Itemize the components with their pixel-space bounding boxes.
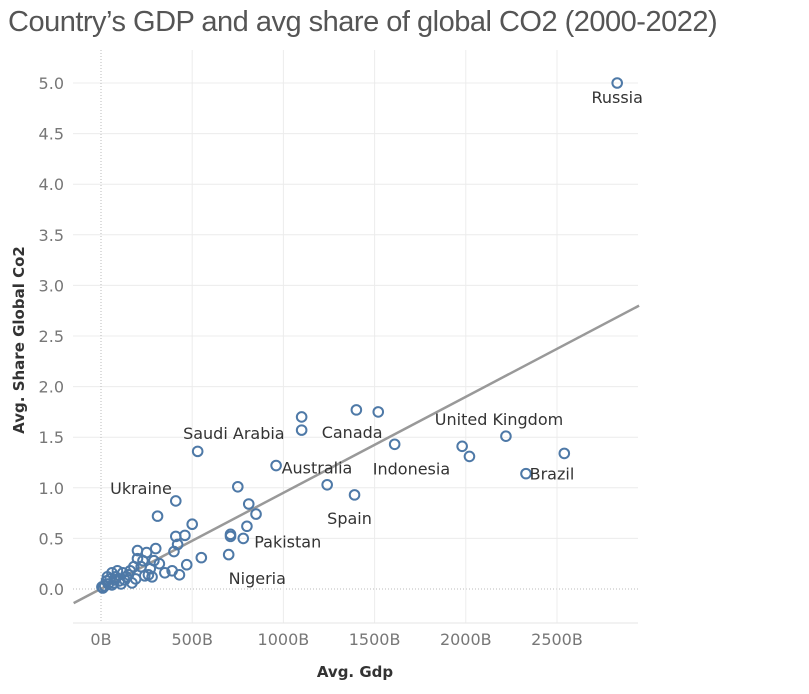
data-point bbox=[237, 532, 250, 545]
data-point bbox=[500, 430, 512, 442]
y-tick-label: 3.0 bbox=[39, 276, 64, 295]
point-label: Canada bbox=[322, 423, 383, 442]
point-label: Ukraine bbox=[110, 479, 172, 498]
data-point bbox=[348, 489, 361, 501]
x-tick-label: 2500B bbox=[531, 630, 583, 649]
x-tick-label: 1500B bbox=[349, 630, 401, 649]
x-axis-label: Avg. Gdp bbox=[317, 663, 394, 681]
y-tick-label: 4.0 bbox=[39, 175, 64, 194]
data-point bbox=[295, 424, 308, 436]
point-label: Brazil bbox=[530, 465, 575, 484]
data-point bbox=[232, 480, 244, 493]
y-tick-label: 2.5 bbox=[39, 327, 64, 346]
point-label: Indonesia bbox=[373, 460, 450, 479]
data-point bbox=[128, 560, 140, 573]
data-point bbox=[153, 557, 166, 570]
data-point bbox=[388, 438, 401, 451]
data-point bbox=[180, 558, 193, 571]
x-tick-label: 2000B bbox=[440, 630, 492, 649]
data-point bbox=[241, 520, 253, 533]
y-tick-label: 5.0 bbox=[39, 74, 64, 93]
data-point bbox=[295, 411, 308, 423]
data-point bbox=[101, 571, 114, 583]
data-point bbox=[520, 467, 532, 480]
axes: 0.0 0.5 1.0 1.5 2.0 2.5 3.0 3.5 4.0 4.5 5.0 0B 500B 1… bbox=[39, 74, 638, 649]
data-point bbox=[122, 569, 135, 581]
points-group bbox=[96, 77, 623, 594]
point-label: United Kingdom bbox=[435, 410, 563, 429]
y-tick-label: 0.5 bbox=[39, 529, 64, 548]
data-point bbox=[131, 544, 144, 557]
x-tick-label: 1000B bbox=[258, 630, 310, 649]
data-point bbox=[456, 440, 468, 453]
point-label: Russia bbox=[591, 88, 642, 107]
x-tick-label: 500B bbox=[171, 630, 213, 649]
data-point bbox=[250, 508, 262, 520]
data-point bbox=[558, 447, 571, 460]
gridlines bbox=[73, 50, 638, 623]
data-point bbox=[166, 564, 178, 577]
y-tick-label: 1.5 bbox=[39, 428, 64, 447]
y-tick-label: 1.0 bbox=[39, 479, 64, 498]
trend-line bbox=[73, 304, 640, 605]
data-point bbox=[169, 530, 182, 543]
point-label: Australia bbox=[282, 459, 353, 478]
data-point bbox=[242, 498, 255, 510]
data-point bbox=[611, 77, 623, 89]
data-point bbox=[222, 548, 235, 561]
point-label: Saudi Arabia bbox=[183, 424, 285, 443]
data-point bbox=[191, 445, 204, 458]
data-point bbox=[321, 478, 333, 491]
point-label: Spain bbox=[327, 509, 372, 528]
data-point bbox=[168, 545, 180, 558]
y-tick-label: 2.0 bbox=[39, 378, 64, 397]
data-point bbox=[224, 530, 237, 543]
data-point bbox=[372, 406, 385, 418]
y-tick-label: 0.0 bbox=[39, 580, 64, 599]
y-tick-label: 3.5 bbox=[39, 226, 64, 245]
data-point bbox=[169, 495, 182, 507]
data-point bbox=[195, 551, 208, 564]
data-point bbox=[350, 404, 363, 416]
y-tick-label: 4.5 bbox=[39, 125, 64, 144]
point-label: Pakistan bbox=[254, 532, 321, 551]
data-point bbox=[149, 542, 162, 555]
data-point bbox=[137, 554, 149, 567]
x-tick-label: 0B bbox=[90, 630, 111, 649]
data-point bbox=[270, 459, 282, 472]
data-point bbox=[186, 518, 198, 531]
data-point bbox=[159, 567, 171, 579]
data-point bbox=[146, 571, 158, 583]
chart-title: Country’s GDP and avg share of global CO… bbox=[8, 6, 718, 38]
annotations-group: Russia Brazil United Kingdom Indonesia Canad… bbox=[110, 88, 643, 588]
point-label: Nigeria bbox=[229, 569, 286, 588]
y-axis-label: Avg. Share Global Co2 bbox=[10, 246, 28, 434]
trend-line-group bbox=[73, 304, 640, 605]
data-point bbox=[463, 450, 476, 463]
data-point bbox=[151, 510, 164, 522]
